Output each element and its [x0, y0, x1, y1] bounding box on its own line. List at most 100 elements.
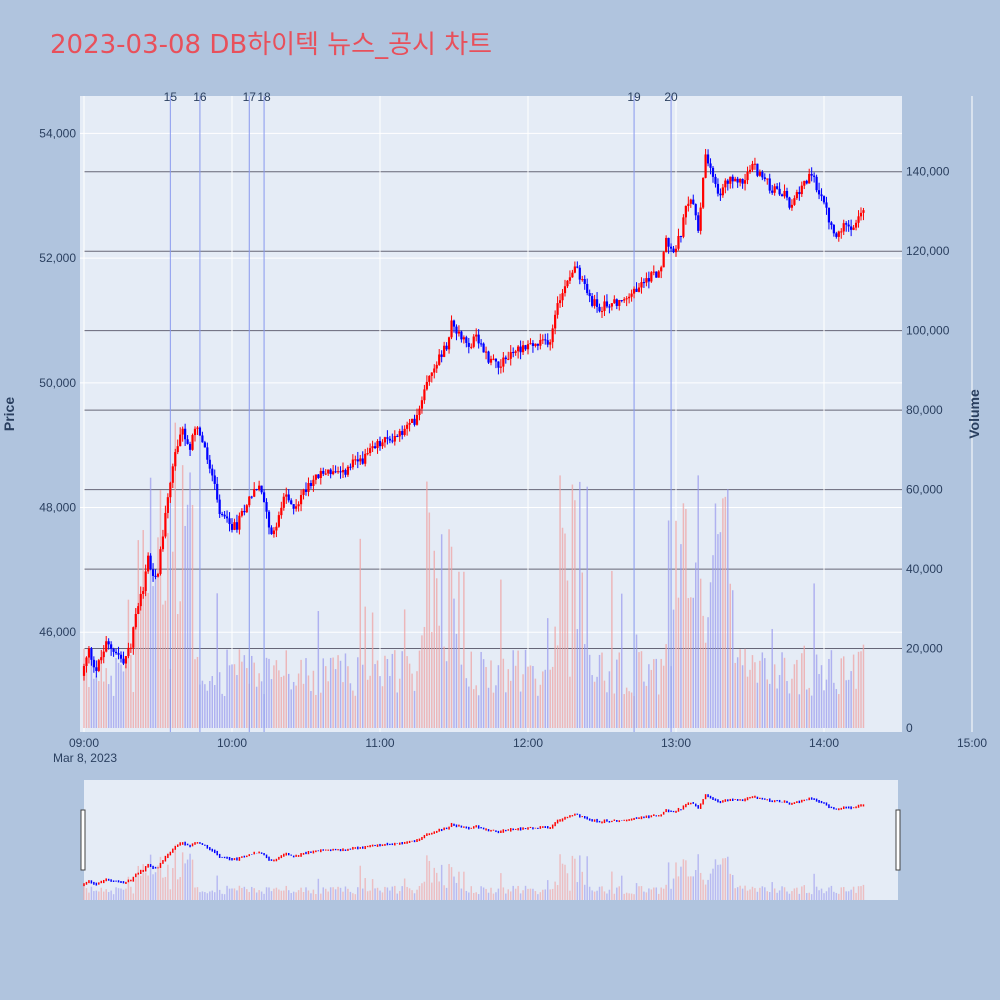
- volume-bar: [677, 597, 680, 728]
- mini-volume-bar: [376, 887, 379, 900]
- volume-bar: [739, 649, 741, 728]
- volume-bar: [480, 651, 482, 728]
- volume-bar: [579, 481, 581, 728]
- mini-volume-bar: [714, 859, 717, 900]
- candle-body: [129, 647, 132, 649]
- mini-volume-bar: [339, 887, 342, 900]
- volume-bar: [278, 670, 280, 728]
- volume-bar: [764, 658, 766, 728]
- candle-body: [645, 278, 648, 283]
- volume-bar: [554, 626, 556, 728]
- mini-volume-bar: [125, 888, 127, 900]
- candle-body: [443, 345, 446, 357]
- mini-volume-bar: [791, 891, 793, 900]
- mini-volume-bar: [238, 885, 241, 900]
- mini-volume-bar: [603, 891, 606, 900]
- mini-volume-bar: [500, 873, 502, 900]
- mini-volume-bar: [310, 893, 312, 900]
- candle-body: [383, 437, 387, 443]
- mini-volume-bar: [648, 888, 650, 900]
- candle-body: [275, 526, 278, 531]
- volume-bar: [137, 540, 140, 728]
- candle-body: [255, 488, 258, 490]
- volume-bar: [379, 676, 381, 728]
- mini-volume-bar: [776, 892, 778, 900]
- candle-body: [403, 428, 406, 435]
- mini-volume-bar: [100, 887, 103, 900]
- volume-bar: [744, 648, 746, 728]
- candle-body: [546, 340, 549, 345]
- mini-volume-bar: [847, 891, 850, 900]
- candle-body: [647, 278, 650, 282]
- mini-volume-bar: [347, 888, 349, 900]
- candle-body: [420, 400, 424, 409]
- range-slider-handle-right[interactable]: [895, 809, 901, 871]
- candle-body: [132, 627, 135, 648]
- candle-body: [667, 237, 670, 247]
- range-slider-handle-left[interactable]: [80, 809, 86, 871]
- candle-body: [719, 193, 722, 196]
- candle-body: [854, 222, 858, 228]
- volume-bar: [505, 692, 507, 728]
- mini-volume-bar: [250, 886, 253, 900]
- mini-volume-bar: [371, 879, 374, 900]
- mini-volume-bar: [475, 892, 477, 900]
- candle-body: [694, 204, 697, 216]
- volume-bar: [537, 695, 539, 728]
- mini-volume-bar: [144, 872, 147, 900]
- candle-body: [726, 180, 729, 184]
- volume-bar: [606, 692, 608, 728]
- candle-body: [832, 224, 835, 234]
- mini-volume-bar: [798, 893, 801, 900]
- mini-volume-bar: [766, 891, 769, 900]
- mini-volume-bar: [196, 887, 199, 900]
- mini-volume-bar: [85, 888, 88, 900]
- mini-volume-bar: [628, 893, 630, 900]
- mini-volume-bar: [618, 886, 621, 900]
- volume-bar: [850, 671, 852, 728]
- volume-bar: [159, 490, 162, 728]
- volume-bar: [307, 675, 310, 728]
- mini-volume-bar: [598, 886, 601, 900]
- candle-body: [709, 163, 712, 168]
- volume-bar: [332, 657, 334, 728]
- volume-bar: [815, 654, 818, 728]
- mini-volume-bar: [833, 891, 835, 900]
- mini-volume-bar: [524, 885, 527, 900]
- candle-body: [852, 227, 855, 230]
- volume-bar: [625, 687, 628, 728]
- candle-body: [827, 207, 831, 223]
- candle-body: [460, 331, 463, 340]
- range-slider[interactable]: [84, 780, 898, 900]
- volume-bar: [231, 664, 233, 728]
- candle-body: [430, 372, 433, 376]
- mini-volume-bar: [539, 892, 542, 900]
- mini-volume-bar: [734, 888, 736, 900]
- candle-body: [137, 606, 140, 614]
- volume-bar: [840, 658, 843, 728]
- volume-bar: [640, 651, 643, 728]
- candle-body: [393, 435, 396, 442]
- candle-body: [820, 194, 823, 197]
- volume-bar: [586, 486, 588, 728]
- candle-body: [556, 303, 559, 315]
- mini-volume-bar: [213, 892, 216, 900]
- volume-bar: [236, 675, 238, 728]
- volume-bar: [369, 675, 371, 728]
- mini-volume-bar: [263, 893, 265, 900]
- mini-volume-bar: [862, 884, 865, 900]
- mini-volume-bar: [675, 862, 677, 900]
- volume-bar: [820, 665, 823, 728]
- mini-volume-bar: [448, 863, 450, 900]
- mini-volume-bar: [137, 865, 140, 900]
- volume-bar: [549, 669, 551, 728]
- mini-volume-bar: [579, 855, 581, 900]
- volume-bar: [522, 674, 524, 728]
- volume-bar: [551, 666, 554, 728]
- candle-body: [233, 522, 236, 530]
- volume-bar: [443, 646, 445, 728]
- candle-body: [344, 469, 347, 475]
- y-tick-label: 50,000: [39, 376, 76, 390]
- volume-bar: [260, 681, 263, 728]
- mini-volume-bar: [788, 893, 791, 900]
